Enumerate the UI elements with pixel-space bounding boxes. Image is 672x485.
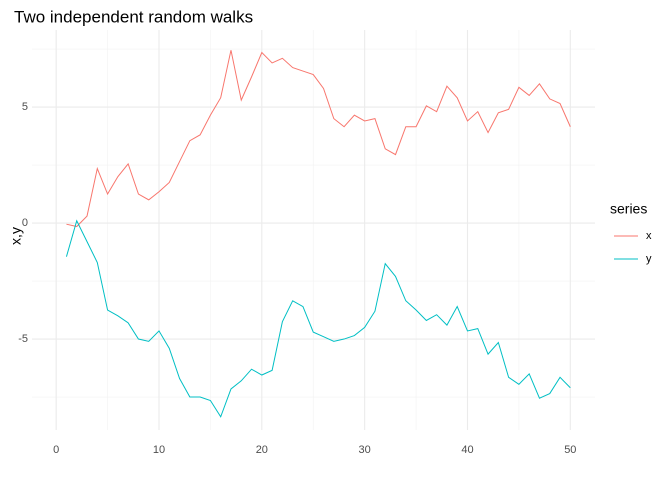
- x-tick-label: 20: [256, 444, 268, 456]
- x-tick-label: 40: [461, 444, 473, 456]
- legend-title: series: [610, 201, 647, 217]
- x-tick-label: 10: [153, 444, 165, 456]
- x-tick-label: 50: [564, 444, 576, 456]
- series-line: [66, 50, 571, 228]
- y-tick-label: 5: [22, 101, 28, 113]
- series-line: [65, 219, 571, 418]
- x-tick-label: 30: [359, 444, 371, 456]
- y-tick-label: -5: [18, 333, 28, 345]
- legend-label: x: [646, 230, 652, 242]
- y-tick-label: 0: [22, 217, 28, 229]
- chart-title: Two independent random walks: [14, 7, 253, 26]
- x-tick-label: 0: [53, 444, 59, 456]
- legend-label: y: [646, 253, 652, 265]
- y-axis-label: x,y: [8, 227, 24, 245]
